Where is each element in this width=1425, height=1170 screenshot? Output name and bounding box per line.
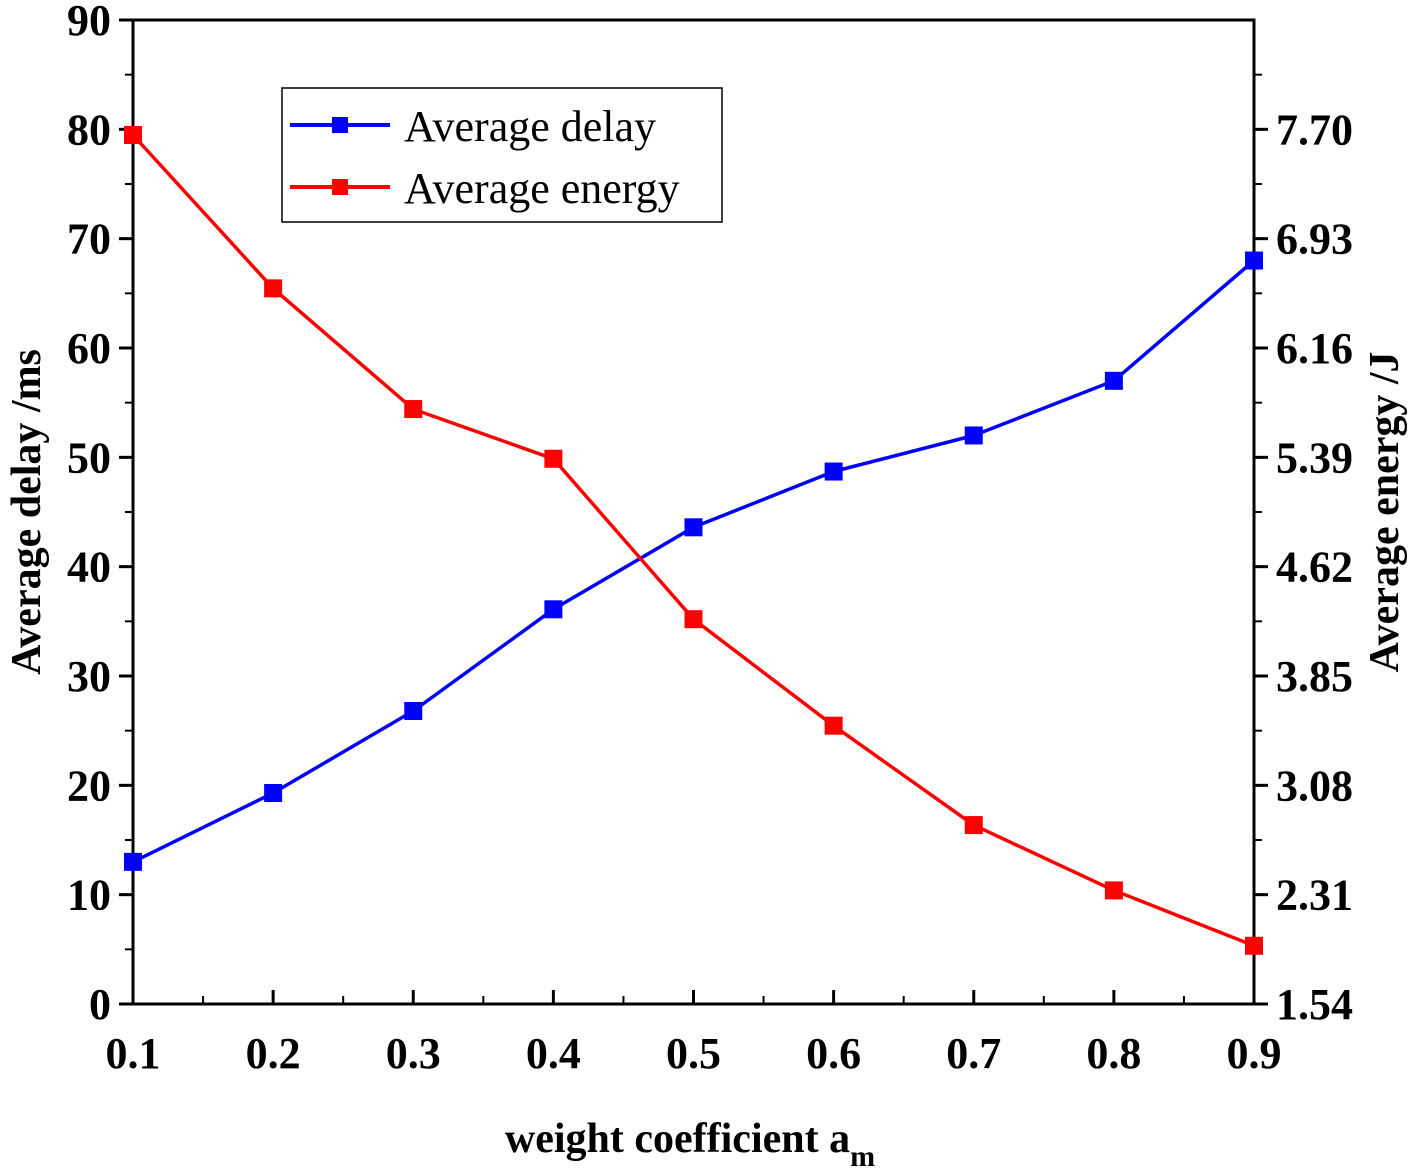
y-left-tick-label: 90 — [67, 0, 111, 45]
series-line-energy — [131, 133, 1255, 948]
y-right-tick-label: 3.08 — [1276, 761, 1353, 810]
legend: Average delay Average energy — [281, 87, 723, 223]
x-axis-title: weight coefficient am — [505, 1116, 875, 1170]
y-left-tick-label: 50 — [67, 433, 111, 482]
y-right-tick-label: 4.62 — [1276, 543, 1353, 592]
data-point-energy — [1104, 881, 1123, 900]
y-left-tick-label: 0 — [89, 980, 111, 1029]
x-axis-title-main: weight coefficient a — [505, 1116, 850, 1162]
x-tick-label: 0.9 — [1227, 1029, 1282, 1078]
y-right-tick-label: 7.70 — [1276, 105, 1353, 154]
y-right-tick-label: 6.16 — [1276, 324, 1353, 373]
data-point-energy — [1245, 936, 1263, 955]
data-point-energy — [264, 279, 283, 298]
data-point-energy — [824, 716, 843, 735]
data-point-energy — [964, 816, 983, 835]
x-axis: 0.1 0.2 0.3 0.4 0.5 0.6 0.7 0.8 0.9 — [106, 990, 1282, 1078]
legend-energy-marker — [332, 179, 348, 195]
x-tick-label: 0.2 — [246, 1029, 301, 1078]
data-point-energy — [124, 126, 142, 145]
data-point-delay — [124, 852, 142, 871]
y-axis-left: 0 10 20 30 40 50 60 70 80 90 — [67, 0, 133, 1029]
y-axis-right: 1.54 2.31 3.08 3.85 4.62 5.39 6.16 6.93 7.70 — [1254, 73, 1353, 1029]
data-point-energy — [544, 449, 563, 468]
y-left-tick-label: 20 — [67, 761, 111, 810]
y-right-tick-label: 6.93 — [1276, 215, 1353, 264]
y-right-tick-label: 2.31 — [1276, 871, 1353, 920]
x-tick-label: 0.7 — [946, 1029, 1001, 1078]
x-tick-label: 0.1 — [106, 1029, 161, 1078]
x-tick-label: 0.8 — [1086, 1029, 1141, 1078]
data-point-delay — [264, 783, 283, 802]
x-tick-label: 0.3 — [386, 1029, 441, 1078]
x-tick-label: 0.5 — [666, 1029, 721, 1078]
y-right-tick-label: 1.54 — [1276, 980, 1353, 1029]
data-point-delay — [544, 600, 563, 619]
series-line-delay — [132, 259, 1256, 864]
y-left-tick-label: 60 — [67, 324, 111, 373]
y-axis-left-title: Average delay /ms — [4, 349, 50, 675]
data-point-delay — [404, 701, 423, 720]
x-tick-label: 0.4 — [526, 1029, 581, 1078]
y-left-tick-label: 30 — [67, 652, 111, 701]
y-right-tick-label: 5.39 — [1276, 433, 1353, 482]
data-point-energy — [684, 610, 703, 629]
data-point-delay — [964, 426, 983, 445]
data-point-delay — [1104, 371, 1123, 390]
y-right-tick-label: 3.85 — [1276, 652, 1353, 701]
x-axis-title-subscript: m — [850, 1140, 875, 1170]
y-left-tick-label: 70 — [67, 215, 111, 264]
data-point-energy — [404, 400, 423, 419]
data-point-delay — [824, 462, 843, 481]
y-left-tick-label: 10 — [67, 871, 111, 920]
data-point-delay — [684, 518, 703, 537]
series-layer — [124, 126, 1263, 955]
legend-delay-marker — [332, 117, 348, 133]
legend-box — [281, 87, 723, 223]
x-tick-label: 0.6 — [806, 1029, 861, 1078]
legend-delay-label: Average delay — [404, 102, 656, 151]
y-axis-right-title: Average energy /J — [1362, 351, 1408, 672]
data-point-delay — [1245, 251, 1263, 270]
y-left-tick-label: 40 — [67, 543, 111, 592]
legend-energy-label: Average energy — [404, 164, 680, 213]
y-left-tick-label: 80 — [67, 105, 111, 154]
